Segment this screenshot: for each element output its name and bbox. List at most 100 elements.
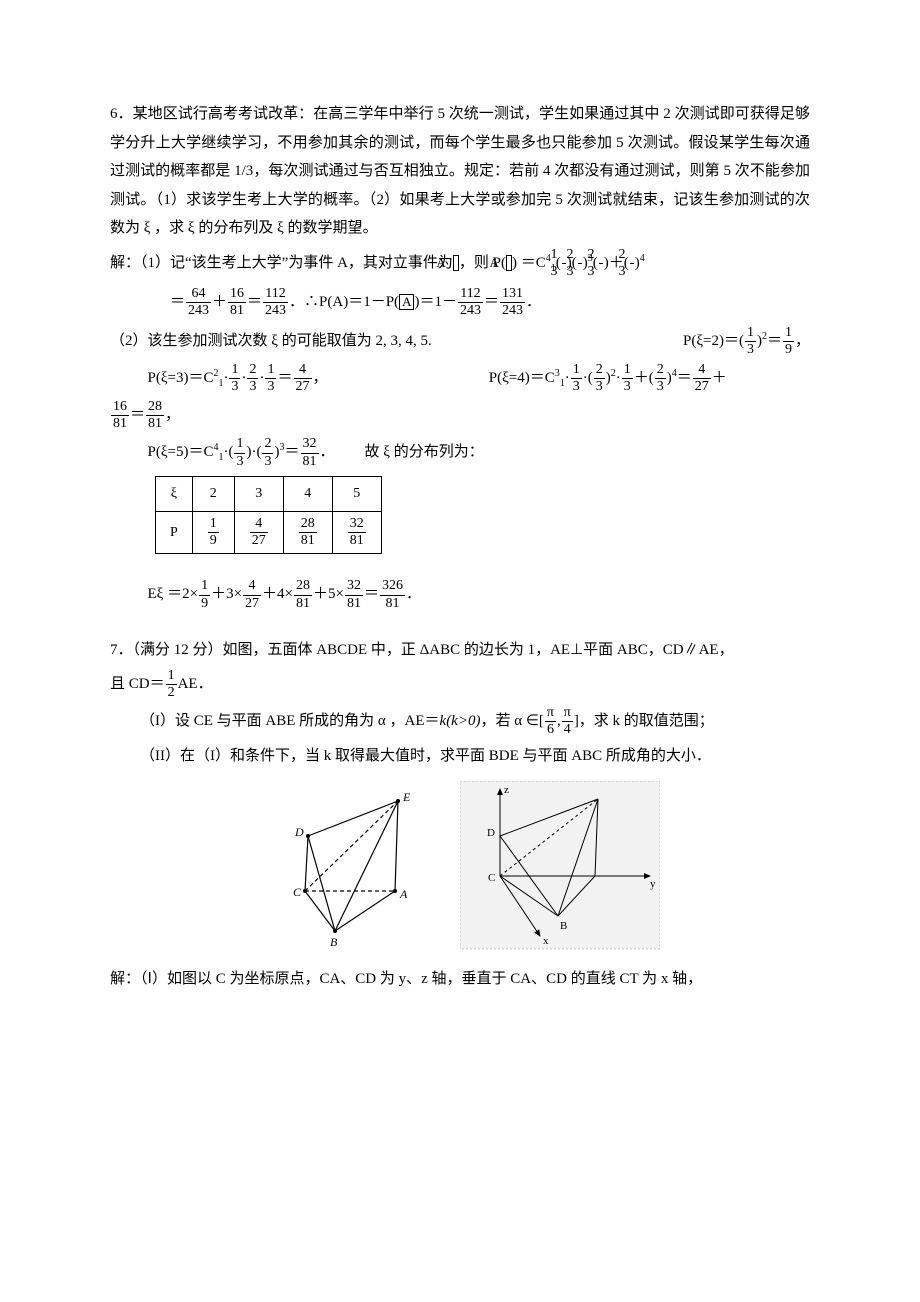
a-bar-icon: A [399, 294, 414, 310]
sol-label: 解： [110, 971, 140, 987]
q7-part1: （I）设 CE 与平面 ABE 所成的角为 α ，AE＝k(k>0)，若 α ∈… [110, 705, 810, 738]
text: ＋ [212, 294, 227, 310]
text: ＋5× [313, 586, 344, 602]
figure-left: C A B D E [260, 781, 430, 951]
text: ＋( [634, 370, 654, 386]
fraction: 12 [166, 668, 177, 701]
text: ＝ [277, 370, 292, 386]
problem-7: 7．（满分 12 分）如图，五面体 ABCDE 中，正 ΔABC 的边长为 1，… [110, 636, 810, 665]
text: 且 CD＝ [110, 676, 165, 692]
text: ， [165, 407, 180, 423]
fraction: 112243 [458, 286, 483, 319]
text: ＋4× [262, 586, 293, 602]
fraction: 32681 [380, 578, 405, 611]
cell: P [156, 512, 193, 554]
label-d: D [294, 825, 304, 839]
fraction: 427 [243, 578, 261, 611]
fraction: 13 [562, 247, 566, 280]
fraction: 23 [262, 436, 273, 469]
q6-number: 6． [110, 106, 133, 122]
text: （2）该生参加测试次数 ξ 的可能取值为 [110, 333, 375, 349]
text: P(ξ=2)＝( [683, 333, 744, 349]
label-b: B [330, 935, 338, 949]
q6-sol1-line2: ＝64243＋1681＝112243．∴P(A)＝1－P(A)＝1－112243… [110, 286, 810, 319]
q7-number: 7． [110, 642, 133, 658]
text: ＝ [284, 444, 299, 460]
text: )·( [246, 444, 261, 460]
text: Eξ ＝2× [148, 586, 199, 602]
q6-p3-p4: P(ξ=3)＝C21·13·23·13＝427， P(ξ=4)＝C31·13·(… [110, 362, 810, 395]
text: )＝1－ [414, 294, 457, 310]
fraction: 23 [655, 362, 666, 395]
text: ) ＝C [512, 255, 546, 271]
fraction: 3281 [301, 436, 319, 469]
q7-part2: （II）在（I）和条件下，当 k 取得最大值时，求平面 BDE 与平面 ABC … [110, 742, 810, 771]
text: ＝ [767, 333, 782, 349]
text: ． [406, 586, 421, 602]
text: · [616, 370, 621, 386]
q7-head: （满分 12 分）如图，五面体 ABCDE 中，正 ΔABC 的边长为 1，AE… [133, 642, 734, 658]
text: ， [313, 370, 328, 386]
text: ＋ [712, 370, 727, 386]
fraction: 64243 [186, 286, 211, 319]
table-row: P 19 427 2881 3281 [156, 512, 382, 554]
fraction: 131243 [500, 286, 525, 319]
text: ＝ [247, 294, 262, 310]
text: AE． [178, 676, 213, 692]
text: 2, 3, 4, 5. [375, 333, 431, 349]
fraction: 19 [783, 325, 794, 358]
text: ． [526, 294, 541, 310]
q7-line2: 且 CD＝12AE． [110, 668, 810, 701]
fraction: 23 [630, 247, 634, 280]
text: P(ξ=4)＝C [489, 370, 555, 386]
text: （I）设 CE 与平面 ABE 所成的角为 α ，AE＝ [140, 713, 440, 729]
text: ·( [583, 370, 593, 386]
label-z: z [504, 784, 509, 796]
text: ·( [223, 444, 233, 460]
fraction: 2881 [146, 399, 164, 432]
fraction: 23 [594, 362, 605, 395]
label-x: x [543, 935, 549, 947]
q6-body: 某地区试行高考考试改革：在高三学年中举行 5 次统一测试，学生如果通过其中 2 … [110, 106, 810, 236]
fraction: 19 [199, 578, 210, 611]
label-a: A [399, 887, 408, 901]
sup: 4 [640, 253, 645, 264]
text: k(k>0) [440, 713, 481, 729]
cell: 2881 [283, 512, 332, 554]
fraction: 13 [622, 362, 633, 395]
text: P(ξ=3)＝C [148, 370, 214, 386]
q6-sol1-line1: 解：（1）记“该生考上大学”为事件 A，其对立事件为A，则 P(A) ＝C41(… [110, 247, 810, 280]
fraction: 23 [599, 247, 603, 280]
text: （II）在（I）和条件下，当 k 取得最大值时，求平面 BDE 与平面 ABC … [140, 748, 711, 764]
q7-sol-line1: 解：（Ⅰ）如图以 C 为坐标原点，CA、CD 为 y、z 轴，垂直于 CA、CD… [110, 965, 810, 994]
fraction: 1681 [111, 399, 129, 432]
fraction: π4 [562, 705, 573, 738]
q6-p4-cont: 1681＝2881， [110, 399, 810, 432]
text: ]，求 k 的取值范围； [574, 713, 714, 729]
text: · [241, 370, 246, 386]
text: , [557, 713, 561, 729]
text: （1）记“该生考上大学”为事件 A，其对立事件为 [140, 255, 453, 271]
fraction: 13 [234, 436, 245, 469]
text: ，若 [480, 713, 514, 729]
table-row: ξ 2 3 4 5 [156, 476, 382, 512]
fraction: 23 [247, 362, 258, 395]
cell: ξ [156, 476, 193, 512]
figure-row: C A B D E [110, 781, 810, 951]
fraction: 13 [745, 325, 756, 358]
q6-expectation: Eξ ＝2×19＋3×427＋4×2881＋5×3281＝32681． [110, 578, 810, 611]
fraction: 13 [229, 362, 240, 395]
text: ， [795, 333, 810, 349]
cell: 5 [332, 476, 381, 512]
sol-label: 解： [110, 255, 140, 271]
fraction: 13 [571, 362, 582, 395]
fraction: 1681 [228, 286, 246, 319]
text: P(ξ=5)＝C [148, 444, 214, 460]
q6-sol2-intro: （2）该生参加测试次数 ξ 的可能取值为 2, 3, 4, 5. P(ξ=2)＝… [110, 325, 810, 358]
text: · [565, 370, 570, 386]
text: （Ⅰ）如图以 C 为坐标原点，CA、CD 为 y、z 轴，垂直于 CA、CD 的… [140, 971, 702, 987]
label-c: C [488, 872, 495, 884]
problem-6: 6．某地区试行高考考试改革：在高三学年中举行 5 次统一测试，学生如果通过其中 … [110, 100, 810, 243]
page: 6．某地区试行高考考试改革：在高三学年中举行 5 次统一测试，学生如果通过其中 … [0, 0, 920, 1302]
cell: 2 [192, 476, 234, 512]
